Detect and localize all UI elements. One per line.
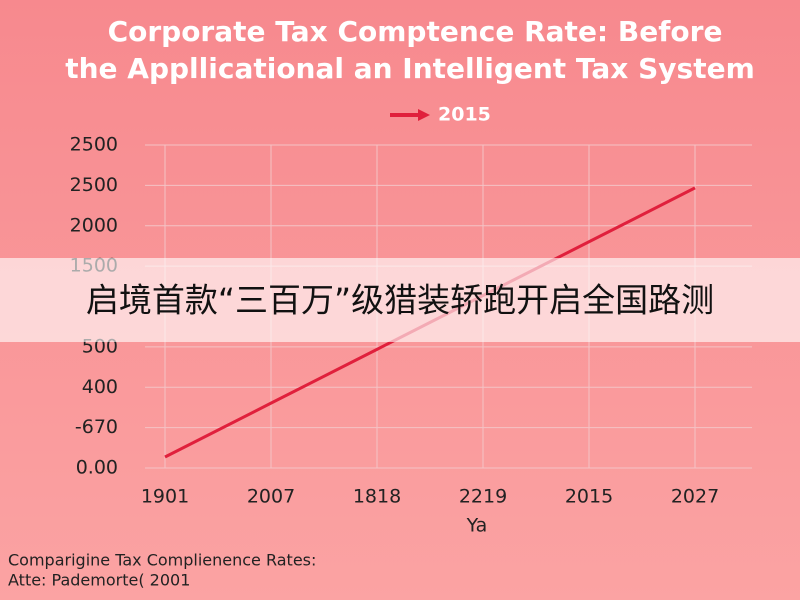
y-tick-label: 2500 [70,134,118,156]
y-tick-label: 0.00 [76,457,118,479]
x-tick-label: 2007 [247,486,295,508]
chart-title: the Appllicational an Intelligent Tax Sy… [65,52,755,85]
y-tick-label: 2500 [70,174,118,196]
x-tick-label: 2219 [459,486,507,508]
footer: Comparigine Tax Complienence Rates: [8,551,316,570]
x-tick-label: 2027 [671,486,719,508]
legend: 2015 [390,104,491,126]
x-tick-label: 1818 [353,486,401,508]
y-tick-label: 400 [82,376,118,398]
y-tick-label: 2000 [70,214,118,236]
chart-title: Corporate Tax Comptence Rate: Before [108,15,723,48]
legend-swatch [418,109,430,121]
x-tick-label: 1901 [141,486,189,508]
x-tick-label: 2015 [565,486,613,508]
y-tick-label: -670 [75,416,118,438]
footer: Atte: Pademorte( 2001 [8,571,190,590]
overlay-banner [0,258,800,342]
legend-label: 2015 [438,104,491,126]
x-axis-label: Ya [466,515,488,537]
overlay-caption: 启境首款“三百万”级猎装轿跑开启全国路测 [86,281,714,320]
